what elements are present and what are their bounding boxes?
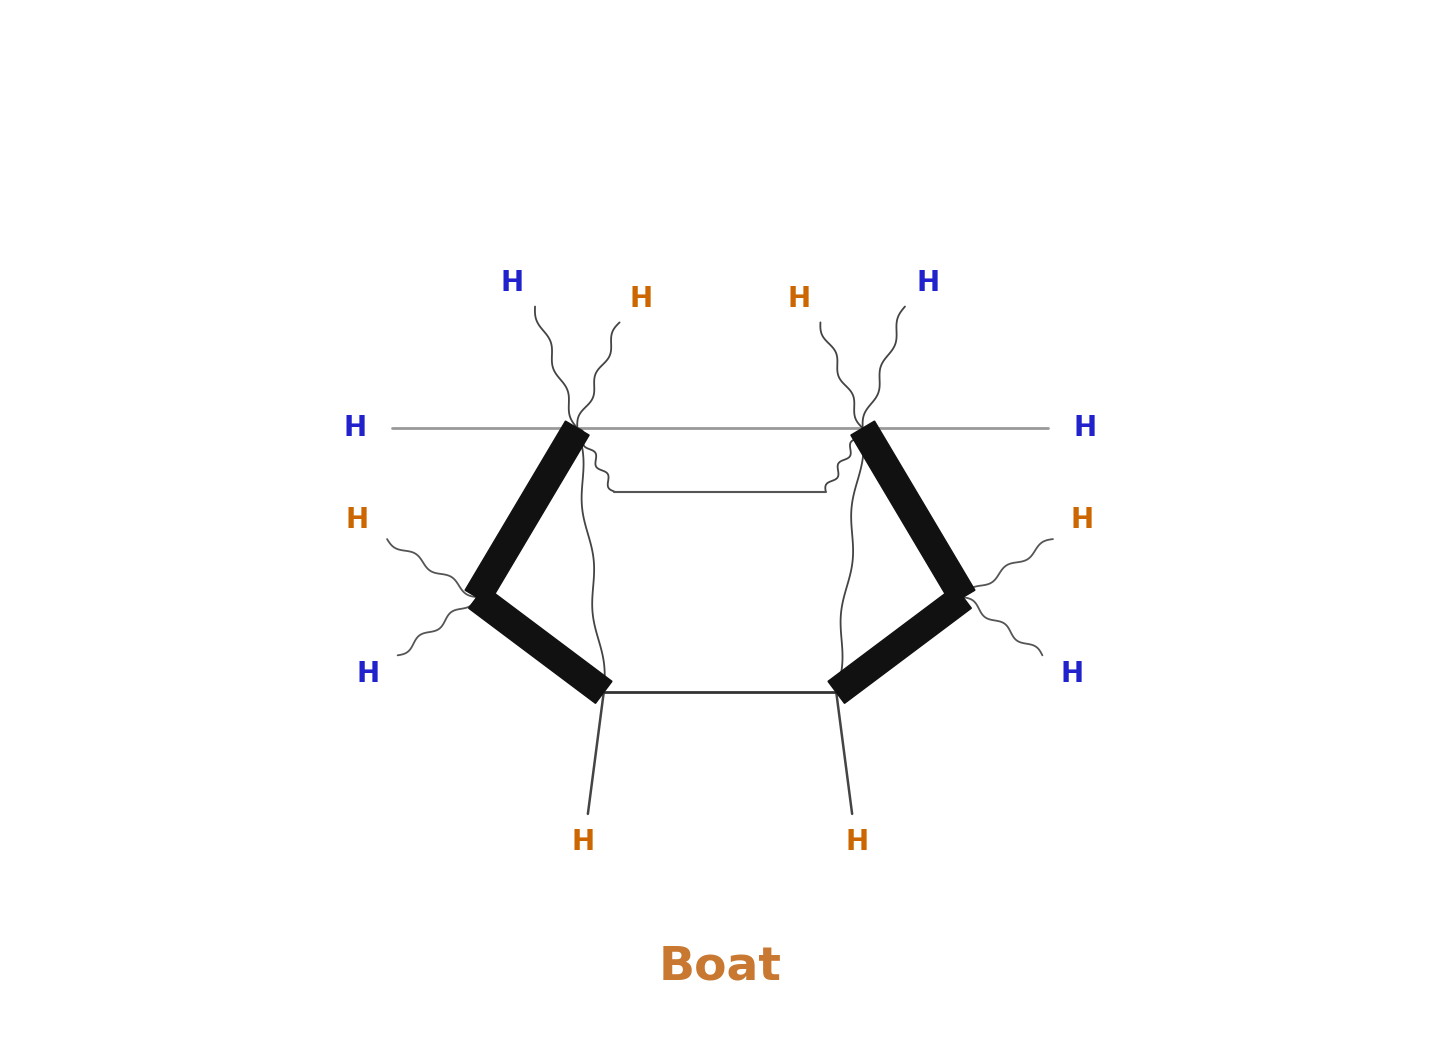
Polygon shape <box>828 587 972 703</box>
Text: H: H <box>357 661 380 688</box>
Text: H: H <box>500 270 523 297</box>
Text: H: H <box>344 414 367 442</box>
Polygon shape <box>465 421 589 605</box>
Text: Boat: Boat <box>658 945 782 989</box>
Text: H: H <box>1071 506 1094 534</box>
Text: H: H <box>788 285 811 313</box>
Text: H: H <box>629 285 652 313</box>
Text: H: H <box>572 829 595 856</box>
Polygon shape <box>468 587 612 703</box>
Text: H: H <box>346 506 369 534</box>
Text: H: H <box>1073 414 1096 442</box>
Text: H: H <box>845 829 868 856</box>
Text: H: H <box>1060 661 1083 688</box>
Text: H: H <box>917 270 940 297</box>
Polygon shape <box>851 421 975 605</box>
